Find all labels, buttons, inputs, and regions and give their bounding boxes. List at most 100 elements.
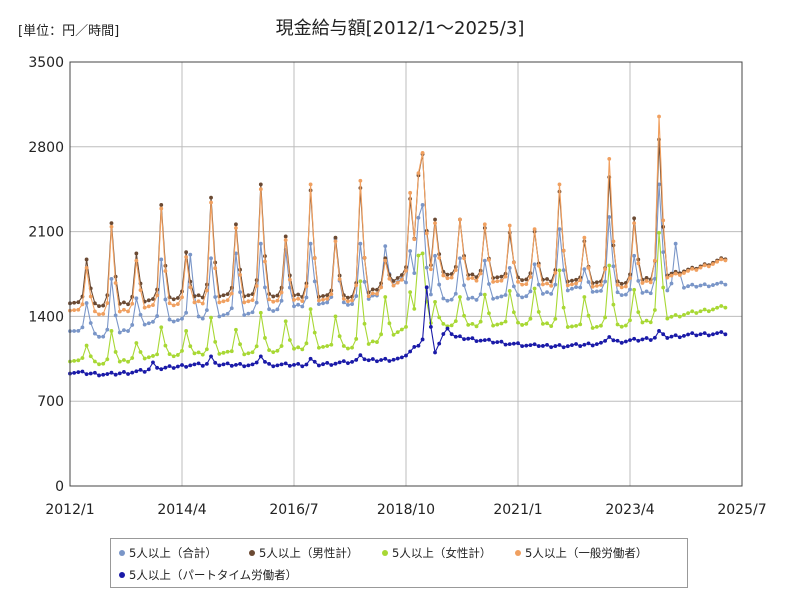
x-tick-label: 2012/1 <box>45 502 94 518</box>
data-point <box>557 268 562 273</box>
data-point <box>466 322 471 327</box>
data-point <box>524 294 529 299</box>
data-point <box>72 329 77 333</box>
data-point <box>412 345 417 349</box>
data-point <box>105 301 110 305</box>
data-point <box>196 361 201 366</box>
data-point <box>229 349 234 354</box>
data-point <box>175 364 180 369</box>
data-point <box>420 203 425 207</box>
data-point <box>192 362 197 367</box>
data-point <box>553 344 558 348</box>
data-point <box>466 276 471 281</box>
data-point <box>702 331 707 336</box>
data-point <box>669 334 674 339</box>
data-point <box>80 356 85 360</box>
data-point <box>706 284 711 289</box>
data-point <box>163 297 168 302</box>
data-point <box>644 279 649 283</box>
data-point <box>329 363 334 367</box>
data-point <box>122 328 126 332</box>
data-point <box>441 322 446 326</box>
data-point <box>383 295 388 299</box>
data-point <box>130 370 135 375</box>
data-point <box>109 224 114 229</box>
data-point <box>478 319 483 324</box>
data-point <box>433 217 437 222</box>
data-point <box>72 308 77 313</box>
data-point <box>499 278 504 283</box>
data-point <box>333 361 338 366</box>
data-point <box>84 301 89 305</box>
legend-dot-icon <box>515 550 521 556</box>
data-point <box>175 302 180 306</box>
data-point <box>242 313 247 317</box>
data-point <box>167 364 172 369</box>
data-point <box>462 313 466 318</box>
data-point <box>462 256 466 261</box>
data-point <box>316 345 321 350</box>
data-point <box>279 344 284 348</box>
data-point <box>453 334 458 339</box>
data-point <box>312 330 317 335</box>
data-point <box>250 350 255 355</box>
data-point <box>416 215 421 220</box>
data-point <box>151 297 155 301</box>
y-tick-label: 3500 <box>28 55 64 71</box>
data-point <box>76 358 81 363</box>
data-point <box>279 298 284 303</box>
data-point <box>151 354 155 358</box>
data-point <box>495 279 500 284</box>
data-point <box>370 339 375 344</box>
data-point <box>88 294 93 299</box>
data-point <box>325 344 330 348</box>
data-point <box>524 343 529 348</box>
y-tick-label: 1400 <box>28 309 64 325</box>
data-point <box>648 320 653 325</box>
data-point <box>267 297 272 302</box>
data-point <box>723 305 728 310</box>
data-point <box>204 288 209 293</box>
data-point <box>719 257 724 262</box>
data-point <box>516 320 520 325</box>
data-point <box>528 343 533 347</box>
data-point <box>478 292 483 297</box>
data-point <box>661 285 666 290</box>
data-point <box>723 332 728 337</box>
data-point <box>487 282 491 286</box>
data-point <box>669 281 674 286</box>
data-point <box>171 354 176 359</box>
data-point <box>507 342 512 347</box>
data-point <box>532 286 537 291</box>
data-point <box>180 316 184 321</box>
data-point <box>275 298 280 303</box>
data-point <box>97 373 101 378</box>
data-point <box>346 295 350 300</box>
data-point <box>333 239 338 244</box>
data-point <box>694 284 699 289</box>
data-point <box>229 306 234 311</box>
data-point <box>420 251 425 256</box>
axis-ticks: 0 700 1400 2100 2800 3500 2012/1 2014/4 2016/7 20… <box>28 55 766 518</box>
data-point <box>686 311 690 315</box>
data-point <box>387 321 392 326</box>
data-point <box>97 312 101 317</box>
data-point <box>308 241 313 246</box>
y-tick-label: 0 <box>55 479 64 495</box>
data-point <box>545 290 549 295</box>
data-point <box>458 334 462 339</box>
legend-item-general: 5人以上（一般労働者） <box>515 545 647 561</box>
data-point <box>507 289 512 293</box>
data-point <box>445 272 450 277</box>
data-point <box>159 206 164 211</box>
data-point <box>636 338 641 343</box>
data-point <box>574 281 578 286</box>
data-point <box>561 268 566 273</box>
data-point <box>217 300 222 305</box>
data-point <box>711 307 715 312</box>
data-point <box>350 359 354 364</box>
data-point <box>151 319 155 324</box>
data-point <box>682 285 686 290</box>
data-point <box>72 370 77 375</box>
data-point <box>346 361 350 366</box>
